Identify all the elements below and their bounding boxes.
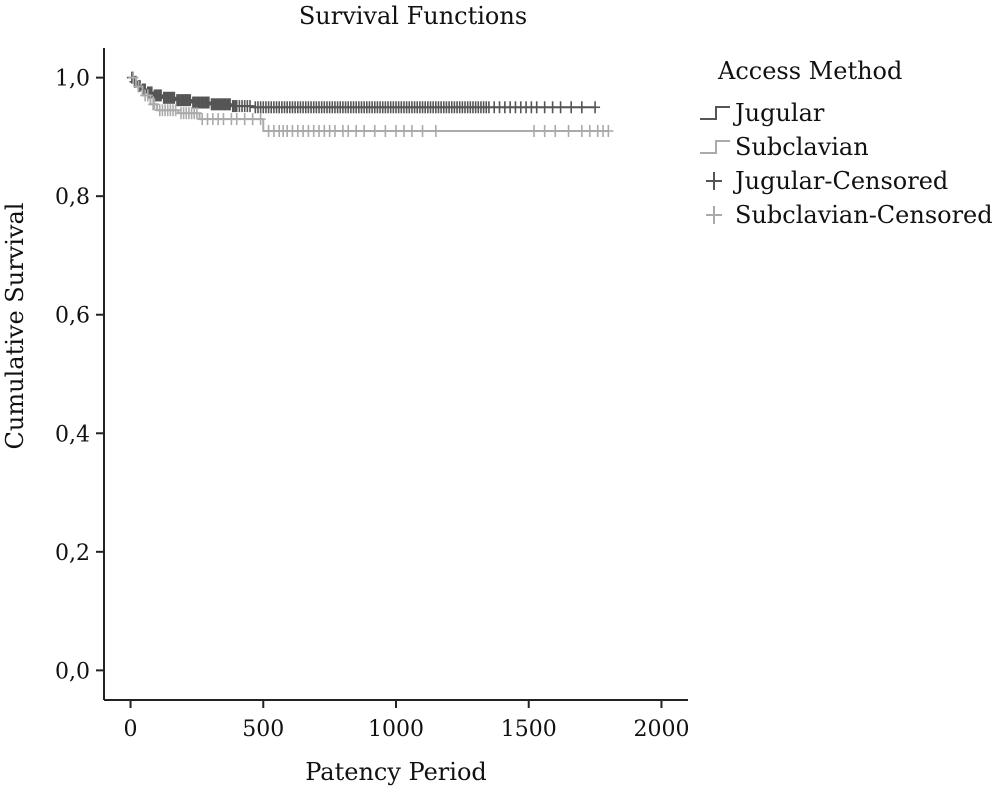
jugular-censor-mark xyxy=(245,100,255,113)
x-tick-label: 500 xyxy=(242,717,284,742)
subclavian-censor-mark xyxy=(128,71,139,84)
subclavian-censor-mark xyxy=(417,124,428,137)
subclavian-censor-mark xyxy=(133,80,144,93)
subclavian-censor-mark xyxy=(170,104,181,117)
plot-area xyxy=(126,71,614,137)
axes: 0 500 1000 1500 2000 0,0 0,2 0,4 0,6 0,8 1,0 xyxy=(55,48,689,742)
subclavian-censor-mark xyxy=(142,89,153,102)
x-tick-label: 2000 xyxy=(633,717,689,742)
subclavian-censor-mark xyxy=(359,124,370,137)
subclavian-censor-mark xyxy=(539,124,550,137)
x-axis-label: Patency Period xyxy=(305,758,487,786)
subclavian-censor-mark xyxy=(255,113,266,126)
legend-item-subclavian: Subclavian xyxy=(700,133,869,161)
x-tick-label: 1500 xyxy=(501,717,557,742)
subclavian-censor-mark xyxy=(149,98,160,111)
subclavian-censor-mark xyxy=(550,124,561,137)
subclavian-censor-mark xyxy=(563,124,574,137)
jugular-censor-mark xyxy=(555,101,566,114)
legend-item-subclavian-censored: Subclavian-Censored xyxy=(706,201,993,229)
chart-title: Survival Functions xyxy=(299,2,527,30)
legend: Jugular Subclavian Jugular-Censored Subclav… xyxy=(700,99,993,229)
jugular-censor-mark xyxy=(566,101,577,114)
x-tick-label: 0 xyxy=(124,717,138,742)
legend-title: Access Method xyxy=(717,57,902,85)
subclavian-censor-mark xyxy=(529,124,540,137)
subclavian-censor-mark xyxy=(369,124,380,137)
subclavian-censor-mark xyxy=(191,107,202,120)
x-tick-label: 1000 xyxy=(368,717,424,742)
legend-label: Jugular xyxy=(732,99,825,127)
y-tick-label: 0,6 xyxy=(55,304,90,329)
y-tick-label: 1,0 xyxy=(55,67,90,92)
legend-swatch-step xyxy=(700,140,730,154)
legend-label: Jugular-Censored xyxy=(732,167,948,195)
subclavian-censor-mark xyxy=(430,124,441,137)
y-tick-label: 0,4 xyxy=(55,422,90,447)
legend-item-jugular-censored: Jugular-Censored xyxy=(706,167,948,195)
subclavian-censor-mark xyxy=(380,124,391,137)
legend-label: Subclavian xyxy=(735,133,869,161)
y-tick-label: 0,8 xyxy=(55,185,90,210)
jugular-censor-mark xyxy=(576,101,587,114)
y-tick-label: 0,0 xyxy=(55,659,90,684)
subclavian-censor-mark xyxy=(406,124,417,137)
legend-label: Subclavian-Censored xyxy=(735,201,993,229)
y-axis-label: Cumulative Survival xyxy=(1,203,29,450)
jugular-censor-mark xyxy=(590,101,601,114)
y-tick-label: 0,2 xyxy=(55,541,90,566)
legend-item-jugular: Jugular xyxy=(700,99,825,127)
subclavian-censor-mark xyxy=(603,124,614,137)
legend-swatch-step xyxy=(700,106,730,120)
